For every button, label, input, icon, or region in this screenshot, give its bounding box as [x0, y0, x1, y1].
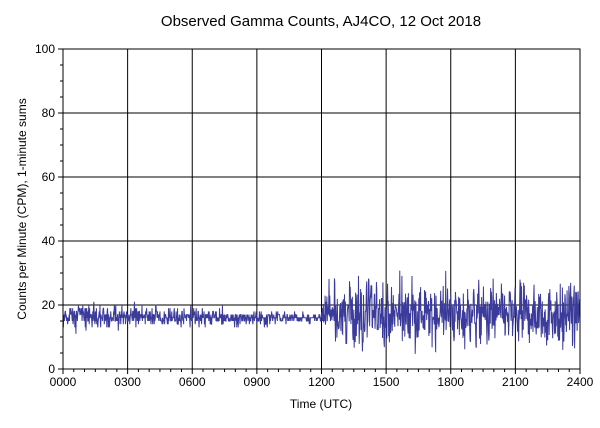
- tick-marks: [58, 48, 581, 374]
- x-tick-label: 1800: [437, 375, 464, 389]
- x-tick-label: 0900: [244, 375, 271, 389]
- chart-title: Observed Gamma Counts, AJ4CO, 12 Oct 201…: [161, 13, 481, 30]
- y-tick-label: 100: [35, 42, 55, 56]
- y-tick-label: 20: [42, 298, 56, 312]
- x-tick-label: 1200: [308, 375, 335, 389]
- y-tick-label: 60: [42, 170, 56, 184]
- x-tick-label: 0600: [179, 375, 206, 389]
- y-tick-labels: 0 20 40 60 80 100: [35, 42, 55, 376]
- series-group: [62, 270, 581, 354]
- x-tick-label: 1500: [373, 375, 400, 389]
- x-tick-label: 2400: [567, 375, 594, 389]
- x-tick-label: 0300: [114, 375, 141, 389]
- x-tick-label: 2100: [502, 375, 529, 389]
- x-tick-label: 0000: [50, 375, 77, 389]
- y-axis-label: Counts per Minute (CPM), 1-minute sums: [15, 98, 29, 319]
- series-line: [62, 270, 581, 354]
- y-tick-label: 40: [42, 234, 56, 248]
- x-axis-label: Time (UTC): [290, 397, 352, 411]
- grid-lines: [63, 49, 580, 369]
- x-tick-labels: 0000 0300 0600 0900 1200 1500 1800 2100 2400: [50, 375, 594, 389]
- y-tick-label: 80: [42, 106, 56, 120]
- y-tick-label: 0: [48, 362, 55, 376]
